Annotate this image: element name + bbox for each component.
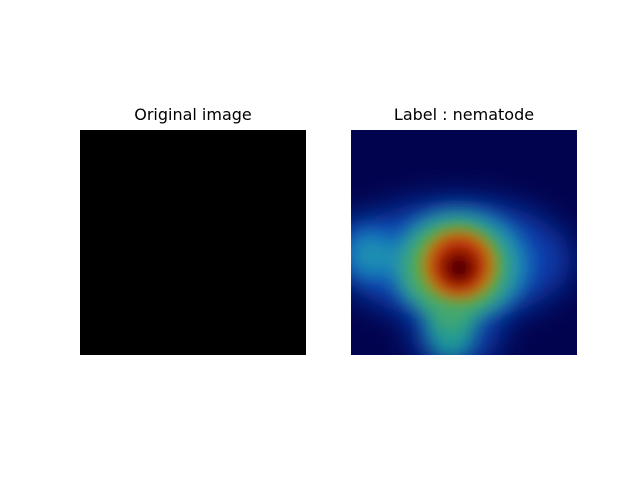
original-image-title: Original image (134, 105, 252, 124)
heatmap-title: Label : nematode (393, 105, 535, 124)
original-image (80, 130, 306, 355)
heatmap-svg (351, 130, 577, 355)
heatmap-image (351, 130, 577, 355)
heatmap-hot-region (421, 229, 497, 301)
